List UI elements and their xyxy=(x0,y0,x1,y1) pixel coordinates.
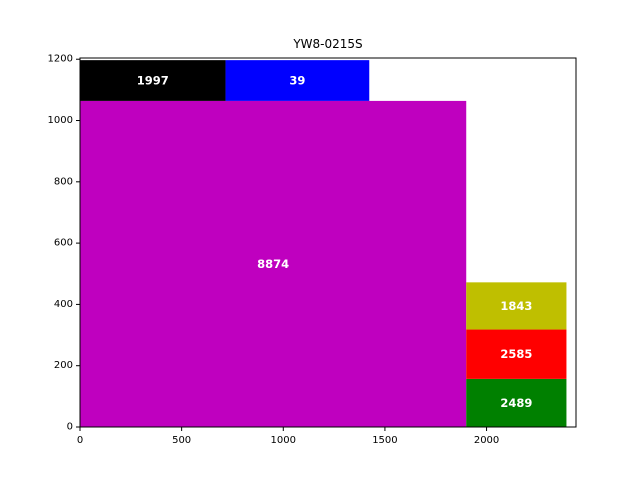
y-tick-label: 1000 xyxy=(48,115,73,126)
treemap-label-39: 39 xyxy=(289,74,305,88)
x-tick-label: 1500 xyxy=(372,435,397,446)
treemap-label-2585: 2585 xyxy=(500,347,532,361)
y-axis: 0 200 400 600 800 1000 1200 xyxy=(48,54,80,433)
x-tick-label: 1000 xyxy=(271,435,296,446)
x-tick-label: 2000 xyxy=(474,435,499,446)
y-tick-label: 1200 xyxy=(48,54,73,65)
treemap-label-2489: 2489 xyxy=(500,396,532,410)
y-tick-label: 600 xyxy=(54,238,73,249)
rects-layer: 8874 1997 39 2489 2585 1843 xyxy=(80,60,567,427)
treemap-rect-8874 xyxy=(80,100,467,427)
x-tick-label: 500 xyxy=(172,435,191,446)
y-tick-label: 800 xyxy=(54,176,73,187)
treemap-rect-2585 xyxy=(466,329,567,379)
y-tick-label: 400 xyxy=(54,299,73,310)
treemap-rect-1997 xyxy=(80,60,226,101)
y-tick-label: 0 xyxy=(67,422,73,433)
treemap-rect-2489 xyxy=(466,378,567,427)
x-axis: 0 500 1000 1500 2000 xyxy=(77,427,499,446)
treemap-label-1997: 1997 xyxy=(137,74,169,88)
x-tick-label: 0 xyxy=(77,435,83,446)
y-tick-label: 200 xyxy=(54,360,73,371)
chart-title: YW8-0215S xyxy=(292,37,362,51)
treemap-rect-39 xyxy=(225,60,370,101)
treemap-label-1843: 1843 xyxy=(500,299,532,313)
treemap-rect-1843 xyxy=(466,282,567,330)
plot-frame xyxy=(79,57,577,428)
treemap-label-8874: 8874 xyxy=(257,257,289,271)
